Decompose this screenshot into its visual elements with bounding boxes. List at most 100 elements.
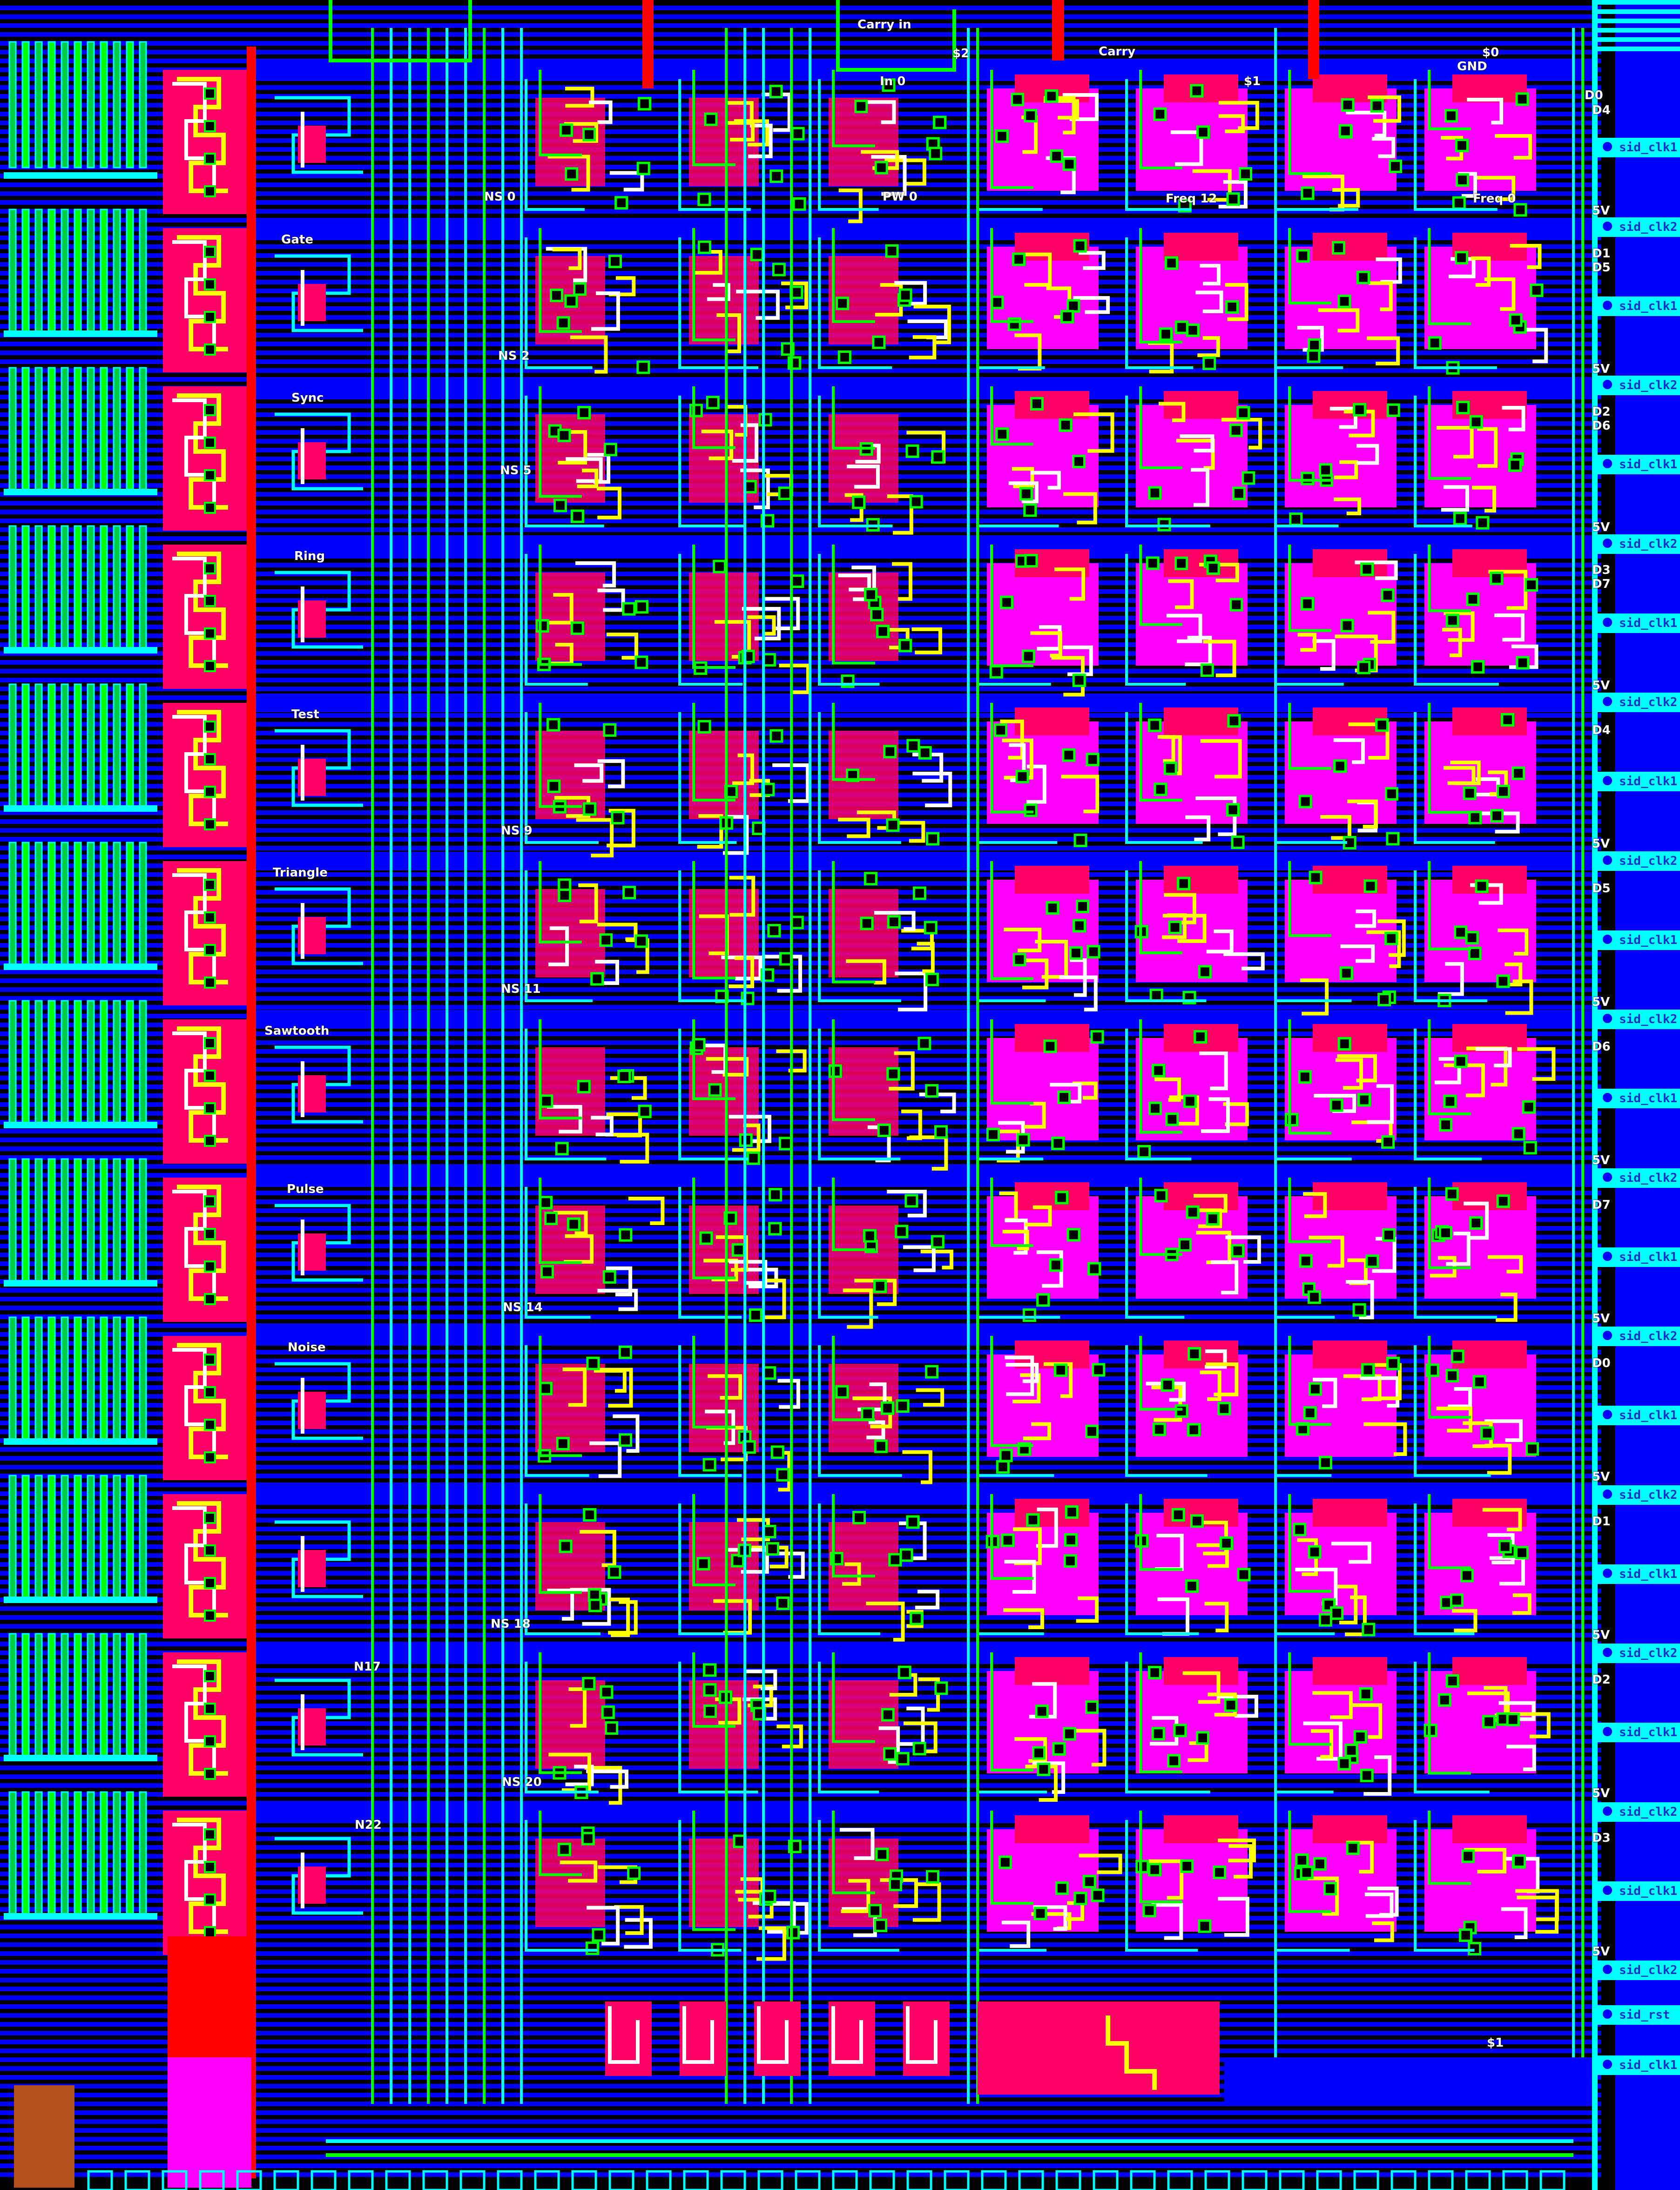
via (601, 1705, 615, 1719)
comb-finger (8, 842, 17, 969)
metal-rail (0, 474, 1601, 479)
cell-wire (1363, 1755, 1392, 1796)
cell-wire (1200, 739, 1242, 779)
via (1187, 1423, 1201, 1437)
cell-wire (707, 283, 730, 301)
via (204, 1703, 216, 1715)
comb-finger (8, 525, 17, 653)
metal-rail (0, 483, 1601, 488)
cell-wire (909, 1135, 948, 1171)
via (762, 653, 776, 667)
via (204, 562, 216, 574)
via (1463, 786, 1477, 800)
cell-poly (535, 889, 605, 977)
cell-wire (1030, 471, 1061, 490)
metal-rail (0, 775, 1601, 780)
comb-finger (139, 1475, 147, 1602)
via (204, 977, 216, 989)
via (762, 1889, 776, 1903)
metal-band (247, 1327, 1597, 1345)
cell-wire (1441, 485, 1470, 512)
cell-wire (1303, 1192, 1327, 1218)
via (828, 1064, 842, 1078)
via (1053, 1363, 1067, 1377)
metal-band (247, 852, 1597, 870)
metal-rail (0, 421, 1601, 426)
cell-poly-line (692, 545, 735, 669)
metal-rail (0, 952, 1601, 957)
cell-poly-line (1139, 703, 1182, 802)
cell-wire (547, 1588, 574, 1621)
comb-bus (4, 1755, 157, 1761)
cell-poly-line (1288, 545, 1331, 632)
via (204, 153, 216, 165)
comb-finger (61, 1791, 69, 1919)
metal-rail (0, 819, 1601, 824)
via (931, 1235, 945, 1249)
cell-wire (613, 1414, 640, 1453)
comb-finger (87, 1633, 95, 1760)
comb-finger (87, 1000, 95, 1127)
metal-rail (0, 633, 1601, 638)
metal-rail (0, 616, 1601, 620)
via (1513, 203, 1527, 217)
side-tab-sid-clk2: sid_clk2 (1598, 1961, 1680, 1980)
metal-rail (0, 1836, 1601, 1841)
cell-wire (608, 1600, 638, 1635)
cell-metal (1125, 1503, 1199, 1635)
cell-wire (847, 465, 880, 489)
via (1452, 196, 1466, 210)
via (1224, 1698, 1238, 1712)
side-tab-sid-clk1: sid_clk1 (1598, 1247, 1680, 1267)
label-5v-2: 5V (1592, 362, 1610, 376)
side-tab-label: sid_clk1 (1619, 1567, 1678, 1581)
via (926, 1870, 940, 1884)
via (1147, 718, 1161, 732)
metal-rail (0, 1199, 1601, 1204)
metal-rail (0, 872, 1601, 877)
comb-finger (8, 41, 17, 168)
cell-wire (1335, 1058, 1363, 1090)
comb-finger (139, 1158, 147, 1286)
cell-wire (1377, 919, 1406, 957)
comb-finger (74, 683, 82, 811)
bottom-pad (199, 2170, 225, 2190)
via (204, 1102, 216, 1114)
comb-finger (139, 209, 147, 336)
via (776, 1596, 790, 1610)
cell-poly (1452, 74, 1527, 102)
cell-wire (916, 1388, 945, 1407)
metal-rail (0, 1314, 1601, 1319)
comb-finger (47, 1475, 56, 1602)
cell-wire (606, 1266, 633, 1297)
comb-finger (113, 209, 121, 336)
via (1167, 1754, 1181, 1768)
via (1180, 1859, 1194, 1873)
cell-wire (1333, 738, 1365, 764)
via (1428, 336, 1442, 350)
pad-icon (1601, 1408, 1613, 1421)
cell-wire (1471, 256, 1491, 287)
metal-rail (0, 1217, 1601, 1222)
via (864, 872, 877, 886)
cell-poly-line (990, 386, 1033, 446)
side-tab-label: sid_clk2 (1619, 220, 1678, 234)
via (1086, 945, 1100, 959)
metal-rail (0, 2163, 1601, 2168)
cell-wire (614, 1905, 644, 1935)
cell-metal (525, 1345, 589, 1477)
bottom-pad (1279, 2170, 1305, 2190)
cell-poly (829, 573, 898, 661)
comb-finger (8, 1316, 17, 1444)
cell-poly-line (692, 703, 735, 802)
cell-poly-line (1139, 70, 1182, 169)
pad-icon (1601, 1488, 1613, 1500)
side-tab-sid-clk1: sid_clk1 (1598, 1406, 1680, 1425)
metal-rail (0, 1085, 1601, 1089)
pad-icon (1601, 616, 1613, 628)
metal-rail (0, 1359, 1601, 1363)
via (1231, 1244, 1245, 1258)
comb-finger (87, 525, 95, 653)
cell-wire (1036, 1507, 1058, 1548)
label-5v-4: 5V (1592, 679, 1610, 693)
